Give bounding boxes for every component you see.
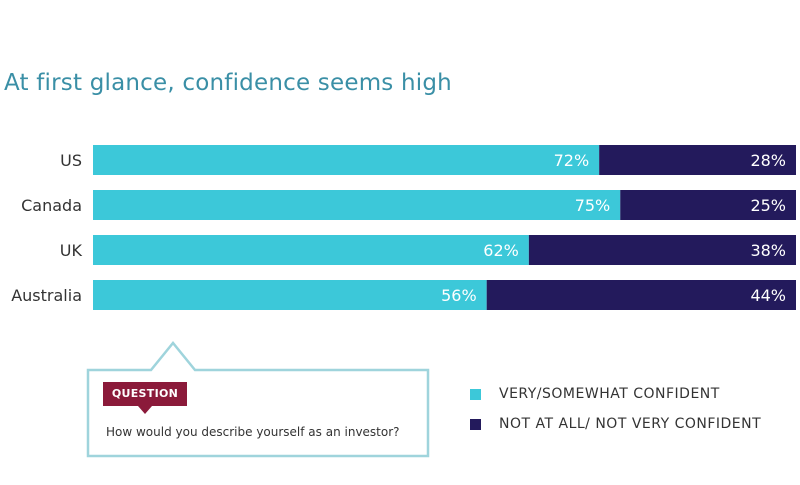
question-badge: QUESTION bbox=[111, 387, 179, 400]
bar-canada-confident bbox=[93, 190, 621, 220]
bar-us-confident bbox=[93, 145, 600, 175]
legend-label-not-confident: NOT AT ALL/ NOT VERY CONFIDENT bbox=[499, 416, 762, 432]
legend-item-not-confident: NOT AT ALL/ NOT VERY CONFIDENT bbox=[470, 416, 761, 432]
chart-title: At first glance, confidence seems high bbox=[4, 70, 452, 96]
value-label-canada-not-confident: 25% bbox=[750, 196, 786, 215]
bar-us-not-confident bbox=[599, 145, 796, 175]
bar-australia-not-confident bbox=[486, 280, 796, 310]
question-callout bbox=[86, 341, 430, 458]
bar-uk-confident bbox=[93, 235, 529, 265]
value-label-uk-confident: 62% bbox=[483, 241, 519, 260]
category-label-australia: Australia bbox=[11, 286, 82, 305]
value-label-us-not-confident: 28% bbox=[750, 151, 786, 170]
bar-uk-not-confident bbox=[528, 235, 796, 265]
value-label-canada-confident: 75% bbox=[575, 196, 611, 215]
question-text: How would you describe yourself as an in… bbox=[106, 425, 400, 439]
value-label-uk-not-confident: 38% bbox=[750, 241, 786, 260]
category-label-us: US bbox=[60, 151, 82, 170]
value-label-australia-not-confident: 44% bbox=[750, 286, 786, 305]
legend-label-confident: VERY/SOMEWHAT CONFIDENT bbox=[499, 386, 720, 402]
legend-swatch-not-confident bbox=[470, 418, 481, 430]
question-box bbox=[85, 339, 431, 463]
legend-item-confident: VERY/SOMEWHAT CONFIDENT bbox=[470, 386, 761, 402]
legend: VERY/SOMEWHAT CONFIDENT NOT AT ALL/ NOT … bbox=[470, 386, 761, 446]
legend-swatch-confident bbox=[470, 388, 481, 400]
value-label-us-confident: 72% bbox=[554, 151, 590, 170]
bar-canada-not-confident bbox=[620, 190, 796, 220]
value-label-australia-confident: 56% bbox=[441, 286, 477, 305]
category-label-canada: Canada bbox=[21, 196, 82, 215]
category-label-uk: UK bbox=[60, 241, 83, 260]
bar-australia-confident bbox=[93, 280, 487, 310]
